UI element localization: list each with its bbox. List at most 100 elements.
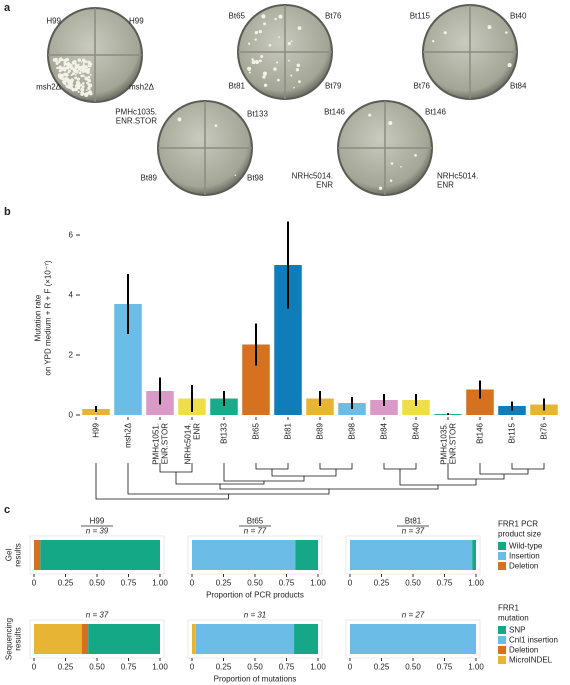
n-label: n = 37 [402, 527, 425, 536]
colony [89, 73, 92, 76]
legend-swatch [498, 552, 506, 560]
plate-label: PMHc1035. ENR.STOR [115, 107, 157, 125]
colony [487, 25, 492, 30]
y-axis-label: on YPD medium + R + F (×10⁻⁷) [44, 260, 53, 376]
colony [378, 186, 383, 190]
bar-segment [294, 624, 318, 654]
colony [390, 162, 394, 165]
colony [254, 31, 258, 35]
colony [79, 69, 82, 72]
x-tick-label: 0 [190, 579, 195, 588]
colony [247, 66, 252, 71]
plate-label: Bt40 [510, 12, 527, 21]
colony [71, 87, 75, 92]
colony [68, 81, 71, 84]
colony [87, 63, 92, 68]
colony [88, 61, 91, 65]
colony [263, 83, 268, 87]
colony [277, 78, 280, 82]
x-tick-label: 0 [32, 579, 37, 588]
plate-label: Bt115 [410, 12, 431, 21]
x-axis-label: Proportion of mutations [214, 675, 297, 684]
x-tick-label: Bt89 [316, 422, 325, 439]
row-label: results [14, 543, 23, 567]
colony [297, 26, 302, 30]
x-tick-label: 1.00 [152, 579, 168, 588]
y-axis-label: Mutation rate [34, 294, 43, 341]
bar-segment [81, 624, 89, 654]
colony [263, 22, 267, 26]
colony [507, 63, 512, 68]
colony [81, 68, 86, 73]
colony [234, 174, 237, 177]
colony [66, 73, 69, 77]
colony [86, 81, 89, 85]
colony [262, 75, 266, 79]
plate-label: Bt65 [229, 12, 246, 21]
colony [84, 93, 89, 98]
x-tick-label: Bt98 [348, 422, 357, 439]
colony [80, 74, 84, 78]
colony [80, 61, 83, 63]
y-tick-label: 0 [69, 411, 74, 420]
colony [77, 90, 80, 93]
x-tick-label: Bt84 [380, 422, 389, 439]
colony [82, 58, 86, 62]
bar-segment [350, 540, 473, 570]
colony [67, 69, 71, 73]
bar-segment [295, 540, 318, 570]
x-tick-label: 0.50 [247, 579, 263, 588]
colony [83, 65, 86, 68]
plate-label: Bt76 [414, 82, 431, 91]
colony [177, 117, 182, 122]
colony [87, 78, 92, 83]
colony [68, 63, 71, 66]
colony [77, 58, 82, 62]
y-tick-label: 6 [69, 231, 74, 240]
plate-label: msh2Δ [129, 83, 155, 92]
plate-label: msh2Δ [36, 83, 62, 92]
x-tick-label: 0.50 [247, 663, 263, 672]
n-label: n = 37 [86, 611, 109, 620]
x-tick-label: 0.50 [405, 579, 421, 588]
plate-label: Bt98 [247, 174, 264, 183]
colony [63, 68, 67, 72]
colony [84, 76, 89, 81]
colony [248, 71, 251, 74]
x-tick-label: NRHc5014.ENR [183, 423, 201, 465]
legend-swatch [498, 646, 506, 654]
legend-label: Cnl1 insertion [509, 636, 558, 645]
x-tick-label: Bt76 [540, 422, 549, 439]
legend-label: Deletion [509, 562, 538, 571]
legend-swatch [498, 542, 506, 550]
x-tick-label: Bt40 [412, 422, 421, 439]
y-tick-label: 2 [69, 351, 74, 360]
x-tick-label: 0 [32, 663, 37, 672]
colony [258, 29, 262, 34]
bar-segment [34, 624, 82, 654]
x-tick-label: 0.25 [58, 663, 74, 672]
colony [56, 66, 59, 70]
x-tick-label: 1.00 [152, 663, 168, 672]
colony [75, 73, 77, 76]
colony [82, 85, 85, 88]
colony [88, 83, 93, 88]
plate-label: Bt146 [324, 108, 345, 117]
x-tick-label: 0.75 [121, 579, 137, 588]
bar-segment [195, 624, 295, 654]
colony [296, 63, 301, 68]
bar [370, 400, 398, 415]
colony [70, 84, 73, 87]
colony [71, 60, 76, 65]
x-tick-label: H99 [92, 422, 101, 437]
facet-title: H99 [90, 517, 105, 526]
x-tick-label: 0 [190, 663, 195, 672]
legend-title: mutation [498, 614, 529, 623]
n-label: n = 31 [244, 611, 266, 620]
colony [268, 43, 272, 47]
x-tick-label: 0.75 [279, 579, 295, 588]
colony [62, 78, 65, 81]
x-tick-label: 1.00 [310, 663, 326, 672]
x-tick-label: Bt115 [508, 422, 517, 443]
legend-swatch [498, 636, 506, 644]
